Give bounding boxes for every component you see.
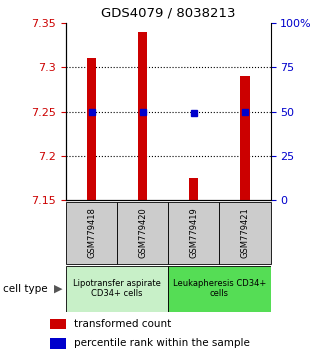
Text: GSM779418: GSM779418: [87, 207, 96, 258]
Text: GSM779421: GSM779421: [241, 207, 249, 258]
Title: GDS4079 / 8038213: GDS4079 / 8038213: [101, 6, 236, 19]
Bar: [50, 338, 66, 349]
Text: GSM779420: GSM779420: [138, 207, 147, 258]
Bar: [50, 319, 66, 329]
Bar: [117, 202, 168, 264]
Text: Lipotransfer aspirate
CD34+ cells: Lipotransfer aspirate CD34+ cells: [73, 279, 161, 298]
Bar: [66, 266, 168, 312]
Bar: [241, 76, 249, 200]
Bar: [189, 178, 198, 200]
Bar: [168, 266, 271, 312]
Text: percentile rank within the sample: percentile rank within the sample: [74, 338, 250, 348]
Bar: [66, 202, 117, 264]
Bar: [168, 202, 219, 264]
Text: transformed count: transformed count: [74, 319, 171, 329]
Text: GSM779419: GSM779419: [189, 207, 198, 258]
Bar: [219, 202, 271, 264]
Bar: [87, 58, 96, 200]
Text: ▶: ▶: [53, 284, 62, 293]
Bar: [138, 32, 147, 200]
Text: Leukapheresis CD34+
cells: Leukapheresis CD34+ cells: [173, 279, 266, 298]
Text: cell type: cell type: [3, 284, 48, 293]
